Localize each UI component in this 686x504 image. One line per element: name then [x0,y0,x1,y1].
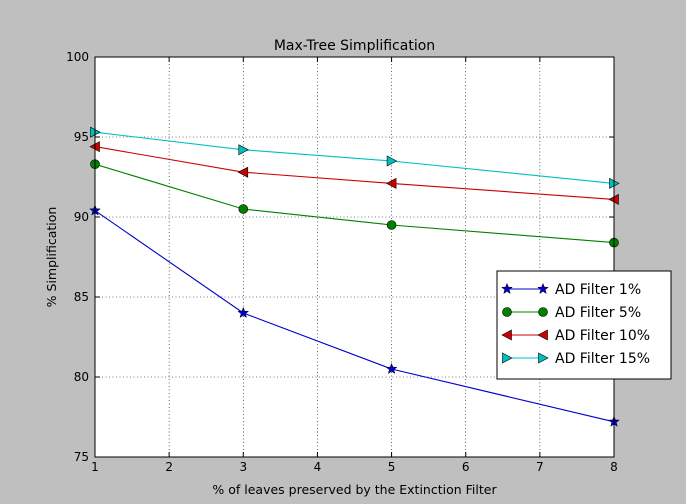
legend-label: AD Filter 15% [555,351,650,367]
legend-marker [538,307,548,317]
data-point [238,204,249,214]
data-point [386,155,398,167]
x-tick-label: 8 [610,460,618,474]
series-line [94,146,615,200]
data-point [237,166,249,178]
plot-frame [94,56,615,458]
legend-label: AD Filter 1% [555,282,641,298]
legend-label: AD Filter 10% [555,328,650,344]
series-line [94,210,615,423]
legend-marker [502,352,513,364]
axis-ticks: 1 2 3 4 5 6 7 8 75 80 85 90 95 100 [66,50,618,474]
x-axis-label: % of leaves preserved by the Extinction … [212,482,497,497]
y-tick-label: 100 [66,50,89,64]
y-tick-label: 75 [74,450,89,464]
legend-marker [502,307,512,317]
legend-marker [538,352,549,364]
legend: AD Filter 1% AD Filter 5% AD Filter 10% AD … [496,270,672,380]
y-tick-label: 80 [74,370,89,384]
legend-marker [537,329,548,341]
y-axis-label: % Simplification [44,207,59,308]
legend-marker [501,329,512,341]
series-line [94,163,615,244]
data-point [385,362,398,375]
x-tick-label: 3 [239,460,247,474]
data-point [237,306,250,319]
legend-marker [537,282,549,295]
x-tick-label: 7 [536,460,544,474]
x-tick-label: 5 [388,460,396,474]
y-tick-label: 95 [74,130,89,144]
y-tick-label: 85 [74,290,89,304]
legend-marker [501,282,513,295]
x-tick-label: 6 [462,460,470,474]
x-tick-label: 1 [91,460,99,474]
data-point [238,144,249,156]
y-tick-label: 90 [74,210,89,224]
data-point [385,177,397,189]
chart-title: Max-Tree Simplification [274,38,435,54]
data-point [386,220,397,230]
x-tick-label: 2 [165,460,173,474]
x-tick-label: 4 [314,460,322,474]
series-line [94,131,615,184]
plot-area [95,57,614,457]
legend-label: AD Filter 5% [555,305,641,321]
